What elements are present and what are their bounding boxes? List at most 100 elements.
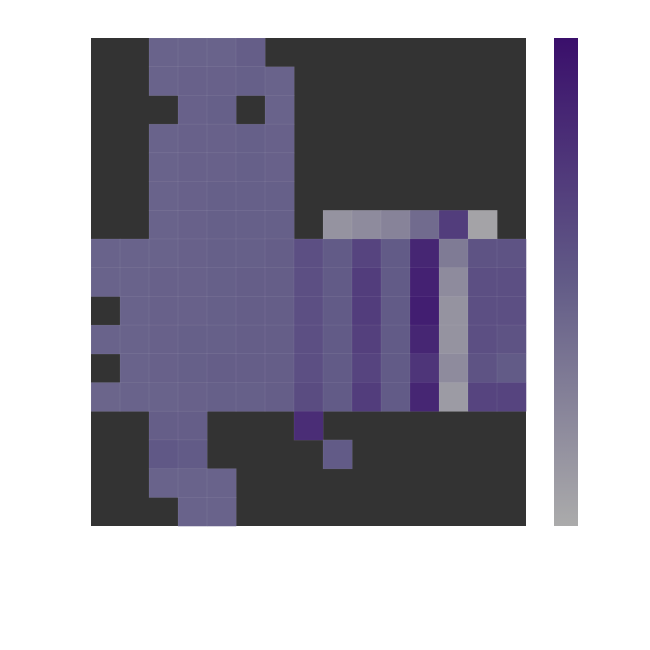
heatmap-cell <box>177 66 208 96</box>
heatmap-cell <box>119 267 150 297</box>
heatmap-cell <box>177 95 208 125</box>
heatmap-cell <box>322 353 353 384</box>
heatmap-cell <box>119 296 150 326</box>
heatmap-cell <box>438 267 469 297</box>
heatmap-cell <box>496 296 527 326</box>
heatmap-cell <box>177 497 208 527</box>
heatmap-cell <box>90 382 121 412</box>
heatmap-cell <box>264 152 295 183</box>
heatmap-cell <box>351 267 382 297</box>
heatmap-cell <box>206 353 237 384</box>
heatmap-cell <box>264 267 295 297</box>
heatmap-cell <box>177 468 208 498</box>
heatmap-cell <box>380 324 411 355</box>
heatmap-cell <box>351 382 382 412</box>
heatmap-cell <box>264 382 295 412</box>
heatmap-cell <box>496 353 527 384</box>
heatmap-cell <box>206 181 237 211</box>
heatmap-cell <box>264 238 295 269</box>
heatmap-cell <box>90 324 121 355</box>
heatmap-cell <box>438 296 469 326</box>
heatmap-cell <box>206 95 237 125</box>
heatmap-cell <box>206 152 237 183</box>
heatmap-cell <box>235 37 266 68</box>
heatmap-cell <box>322 267 353 297</box>
heatmap-cell <box>235 123 266 154</box>
heatmap-cell <box>380 267 411 297</box>
heatmap-cell <box>380 209 411 240</box>
heatmap-cell <box>264 123 295 154</box>
heatmap-cell <box>177 439 208 470</box>
heatmap-cell <box>351 296 382 326</box>
heatmap-cell <box>467 324 498 355</box>
heatmap-cell <box>496 238 527 269</box>
heatmap-cell <box>264 66 295 96</box>
heatmap-cell <box>322 238 353 269</box>
heatmap-cell <box>351 209 382 240</box>
heatmap-cell <box>119 238 150 269</box>
heatmap-cell <box>235 66 266 96</box>
heatmap-cell <box>177 152 208 183</box>
heatmap-cell <box>206 296 237 326</box>
heatmap-cell <box>119 353 150 384</box>
heatmap-cell <box>148 468 179 498</box>
heatmap-cell <box>148 410 179 441</box>
heatmap-cell <box>177 267 208 297</box>
heatmap-cell <box>264 296 295 326</box>
heatmap-cell <box>177 238 208 269</box>
heatmap-cell <box>177 37 208 68</box>
heatmap-cell <box>148 181 179 211</box>
heatmap-cell <box>148 123 179 154</box>
heatmap-cell <box>438 324 469 355</box>
heatmap-cell <box>409 324 440 355</box>
heatmap-cell <box>438 209 469 240</box>
heatmap-cell <box>467 267 498 297</box>
heatmap-cell <box>235 152 266 183</box>
heatmap-cell <box>235 296 266 326</box>
heatmap-cell <box>90 238 121 269</box>
heatmap-cell <box>322 439 353 470</box>
heatmap-cell <box>496 267 527 297</box>
heatmap-cell <box>496 382 527 412</box>
heatmap-cell <box>409 296 440 326</box>
heatmap-cell <box>293 382 324 412</box>
heatmap-cell <box>293 410 324 441</box>
heatmap-cell <box>264 324 295 355</box>
colorbar <box>554 38 578 526</box>
heatmap-cell <box>380 238 411 269</box>
heatmap-cell <box>351 353 382 384</box>
heatmap-cell <box>235 209 266 240</box>
heatmap-cell <box>438 238 469 269</box>
heatmap-cell <box>148 353 179 384</box>
heatmap-cell <box>380 353 411 384</box>
heatmap-cell <box>235 181 266 211</box>
heatmap-cell <box>90 267 121 297</box>
heatmap-cell <box>438 353 469 384</box>
heatmap-cell <box>206 267 237 297</box>
heatmap-cell <box>206 238 237 269</box>
heatmap-cell <box>264 209 295 240</box>
heatmap-cell <box>235 324 266 355</box>
heatmap-cell <box>293 324 324 355</box>
heatmap-cell <box>264 353 295 384</box>
heatmap-cell <box>148 382 179 412</box>
heatmap-cell <box>148 37 179 68</box>
heatmap-cell <box>467 353 498 384</box>
heatmap-cell <box>177 209 208 240</box>
heatmap-cell <box>467 382 498 412</box>
heatmap-cell <box>293 238 324 269</box>
heatmap-cell <box>293 267 324 297</box>
heatmap-cell <box>177 296 208 326</box>
heatmap-cell <box>380 296 411 326</box>
heatmap-cell <box>177 181 208 211</box>
heatmap-cell <box>206 324 237 355</box>
heatmap-cell <box>409 238 440 269</box>
heatmap-cell <box>351 324 382 355</box>
heatmap-cell <box>177 324 208 355</box>
heatmap-cell <box>322 382 353 412</box>
heatmap-cell <box>409 209 440 240</box>
heatmap-cell <box>148 439 179 470</box>
heatmap-cell <box>177 353 208 384</box>
heatmap-cell <box>235 267 266 297</box>
